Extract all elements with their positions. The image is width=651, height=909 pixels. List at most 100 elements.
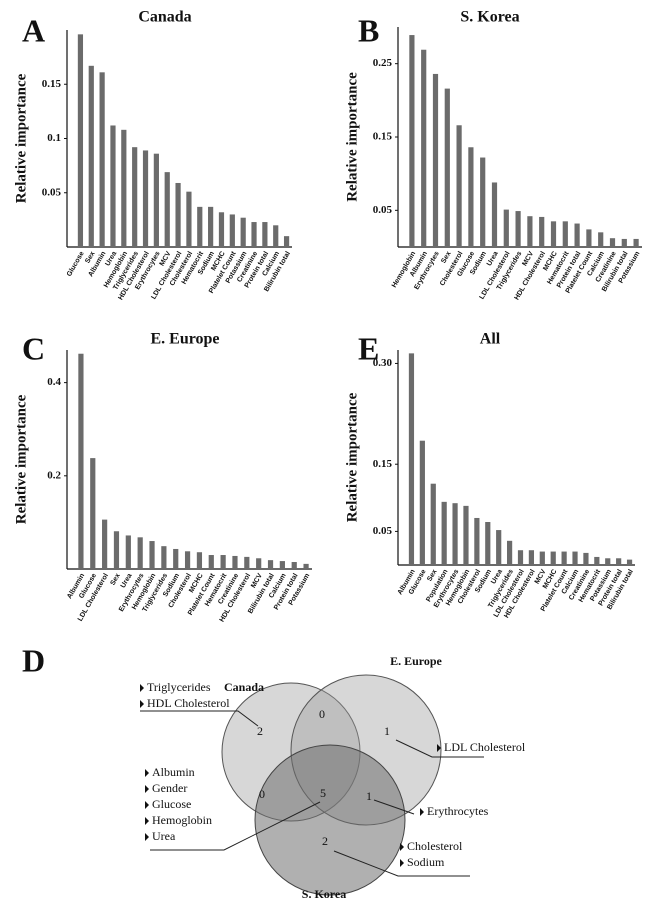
bar [430,483,436,565]
bar [137,537,143,569]
venn-item: Erythrocytes [427,804,489,818]
bar [468,147,474,247]
bar [480,157,486,247]
bullet-icon [400,843,404,851]
bar [527,216,533,247]
venn-item: Sodium [407,855,445,869]
y-axis-label: Relative importance [344,72,360,202]
venn-circle-korea [254,744,406,896]
bar [409,35,415,247]
venn-panel: D Canada E. Europe S. Korea 2 Triglycerides HD… [22,642,526,900]
bar [186,191,192,247]
bar [408,353,415,565]
bar [149,541,155,569]
bar [444,88,450,247]
bar [562,221,568,247]
bar [197,206,203,247]
bar [583,552,589,565]
bar [550,221,557,247]
bar [196,552,203,569]
y-axis-label: Relative importance [344,392,360,522]
bar [77,34,84,248]
bar [283,236,290,247]
panel-letter: E [358,330,379,366]
venn-item: Triglycerides [147,680,211,694]
bullet-icon [145,833,149,841]
bar [153,153,159,247]
bar [572,551,578,565]
bullet-icon [145,801,149,809]
bar [142,150,149,247]
bar [102,519,108,569]
bar [125,535,131,569]
bar [441,501,447,565]
bar [432,73,439,247]
bar [232,555,238,569]
venn-item: Urea [152,829,176,843]
venn-item: Albumin [152,765,195,779]
bar [463,505,469,565]
bar [586,229,592,247]
y-tick-label: 0.15 [373,458,393,470]
y-tick-label: 0.4 [47,376,61,388]
y-tick-label: 0.2 [47,469,61,481]
bar [244,556,250,569]
bar [574,223,580,247]
venn-item: Hemoglobin [152,813,212,827]
bullet-icon [437,744,441,752]
bullet-icon [145,817,149,825]
bullet-icon [420,808,424,816]
venn-set-label: S. Korea [302,887,346,901]
y-tick-label: 0.25 [373,57,393,69]
venn-count: 2 [322,834,328,848]
venn-item: Gender [152,781,187,795]
bar [175,182,181,247]
bar [485,522,491,565]
bar [528,550,535,565]
y-tick-label: 0.15 [42,78,62,90]
bar [561,551,567,565]
bar [113,531,120,569]
bullet-icon [140,684,144,692]
bar [208,206,214,247]
bullet-icon [145,785,149,793]
panel-letter: C [22,330,45,366]
bar [496,530,502,565]
chart-title: Canada [138,9,191,26]
y-tick-label: 0.05 [373,204,393,216]
venn-item: LDL Cholesterol [444,740,526,754]
bar [229,214,235,247]
y-tick-label: 0.05 [373,525,393,537]
bar [184,551,191,569]
bar [539,216,545,247]
venn-count: 1 [366,789,372,803]
x-tick-label: Glucose [66,250,86,278]
bar [550,551,556,565]
y-tick-label: 0.30 [373,357,393,369]
bar [279,561,285,569]
bar [121,129,127,247]
bar [273,225,279,247]
panel-letter: D [22,642,45,678]
bar [132,147,138,247]
bullet-icon [400,859,404,867]
venn-item: Glucose [152,797,191,811]
venn-set-label: E. Europe [390,654,442,668]
bar [626,559,633,565]
bar [452,503,458,565]
y-tick-label: 0.15 [373,131,393,143]
bar [456,125,462,247]
bar [218,212,225,247]
y-tick-label: 0.05 [42,186,62,198]
bar [208,555,214,569]
bar [491,182,498,247]
venn-leaders [140,710,484,877]
venn-count: 5 [320,786,326,800]
bar [598,232,604,247]
bar [256,558,262,569]
